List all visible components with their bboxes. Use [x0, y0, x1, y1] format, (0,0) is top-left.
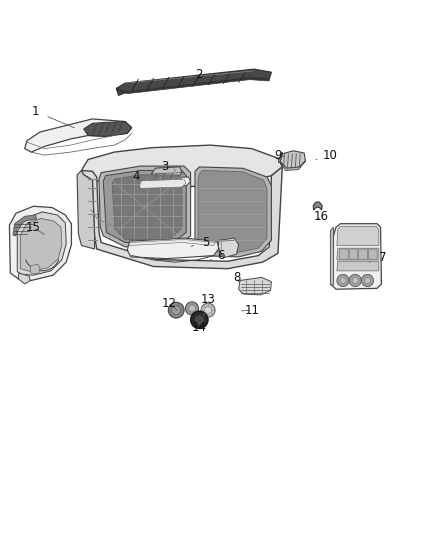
Text: 10: 10	[316, 149, 338, 161]
Circle shape	[340, 277, 346, 284]
Polygon shape	[103, 171, 186, 243]
Polygon shape	[280, 151, 305, 168]
Circle shape	[352, 277, 358, 284]
Text: 4: 4	[132, 171, 148, 183]
Text: 6: 6	[210, 249, 225, 262]
Polygon shape	[130, 239, 215, 246]
Text: 8: 8	[233, 271, 240, 284]
Text: 3: 3	[161, 159, 175, 173]
Circle shape	[205, 306, 212, 313]
Polygon shape	[117, 69, 272, 95]
Circle shape	[172, 306, 180, 314]
Text: 15: 15	[26, 221, 44, 235]
Text: 14: 14	[192, 321, 207, 334]
Polygon shape	[20, 219, 62, 272]
Text: 12: 12	[161, 297, 176, 310]
Polygon shape	[117, 78, 269, 94]
Polygon shape	[279, 152, 283, 163]
Polygon shape	[10, 206, 71, 280]
Polygon shape	[134, 177, 191, 188]
Circle shape	[361, 274, 374, 287]
Polygon shape	[140, 179, 186, 188]
Circle shape	[185, 302, 198, 315]
FancyBboxPatch shape	[339, 249, 348, 260]
Polygon shape	[18, 273, 30, 284]
Polygon shape	[84, 122, 132, 136]
Polygon shape	[99, 166, 191, 247]
Polygon shape	[313, 202, 322, 210]
Polygon shape	[195, 167, 272, 257]
Polygon shape	[330, 227, 333, 285]
Polygon shape	[25, 119, 132, 152]
Polygon shape	[337, 261, 379, 271]
Polygon shape	[77, 171, 95, 249]
Polygon shape	[17, 212, 66, 275]
Circle shape	[337, 274, 349, 287]
Text: 16: 16	[314, 210, 329, 223]
Circle shape	[191, 311, 208, 328]
FancyBboxPatch shape	[368, 249, 377, 260]
Polygon shape	[81, 167, 283, 269]
FancyBboxPatch shape	[359, 249, 367, 260]
Text: 2: 2	[196, 68, 210, 81]
Polygon shape	[151, 167, 182, 179]
Circle shape	[194, 315, 204, 325]
Circle shape	[188, 305, 195, 312]
Polygon shape	[239, 277, 272, 295]
Polygon shape	[127, 238, 219, 259]
Circle shape	[349, 274, 361, 287]
Polygon shape	[218, 238, 239, 258]
Polygon shape	[332, 224, 381, 289]
Polygon shape	[198, 171, 267, 253]
Polygon shape	[13, 215, 36, 236]
Polygon shape	[337, 227, 379, 246]
Polygon shape	[337, 248, 379, 260]
Text: 5: 5	[191, 236, 210, 249]
Polygon shape	[81, 145, 283, 187]
Polygon shape	[30, 264, 40, 274]
Circle shape	[168, 302, 184, 318]
Text: 7: 7	[370, 251, 386, 264]
Circle shape	[201, 303, 215, 317]
Text: 9: 9	[274, 149, 284, 161]
Text: 1: 1	[32, 105, 74, 128]
Text: 13: 13	[201, 293, 215, 306]
Polygon shape	[112, 175, 182, 239]
Polygon shape	[280, 161, 305, 171]
Circle shape	[364, 277, 371, 284]
Polygon shape	[151, 167, 182, 174]
FancyBboxPatch shape	[349, 249, 358, 260]
Text: 11: 11	[241, 304, 259, 317]
